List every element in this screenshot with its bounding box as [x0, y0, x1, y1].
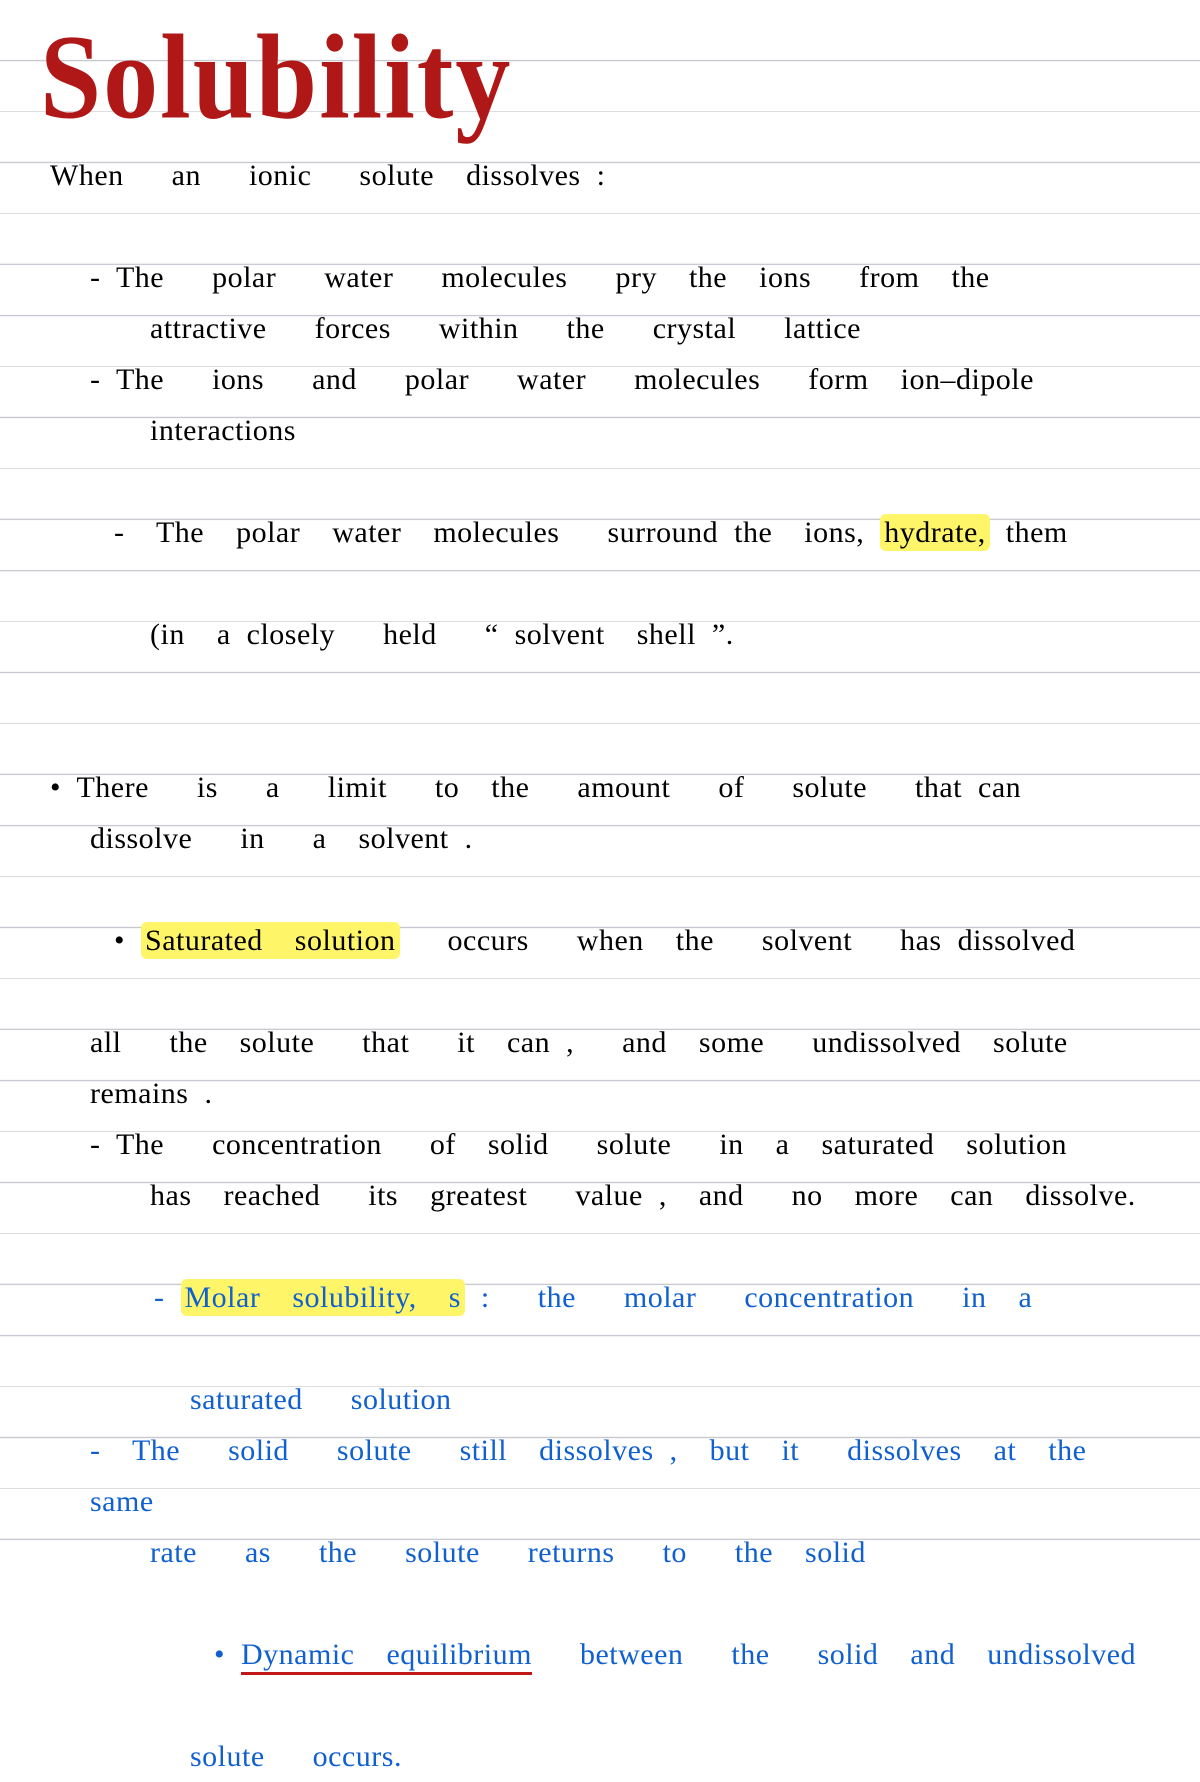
underline-dynamic-equilibrium: Dynamic equilibrium — [241, 1638, 532, 1675]
note-line: dissolve in a solvent . — [40, 813, 1160, 864]
text-fragment: • — [114, 924, 141, 957]
note-line-blue: solute occurs. — [40, 1731, 1160, 1782]
note-line: all the solute that it can , and some un… — [40, 1017, 1160, 1068]
notes-content: Solubility When an ionic solute dissolve… — [0, 0, 1200, 1782]
note-line-blue: - The solid solute still dissolves , but… — [40, 1425, 1160, 1527]
note-line: interactions — [40, 405, 1160, 456]
text-fragment: : the molar concentration in a — [465, 1281, 1032, 1314]
note-line: - The concentration of solid solute in a… — [40, 1119, 1160, 1170]
note-line-blue: - Molar solubility, s : the molar concen… — [40, 1221, 1160, 1374]
note-line: • Saturated solution occurs when the sol… — [40, 864, 1160, 1017]
note-line-blue: • Dynamic equilibrium between the solid … — [40, 1578, 1160, 1731]
note-line: has reached its greatest value , and no … — [40, 1170, 1160, 1221]
intro-line: When an ionic solute dissolves : — [40, 150, 1160, 201]
note-line: • There is a limit to the amount of solu… — [40, 762, 1160, 813]
text-fragment: them — [990, 516, 1068, 549]
note-line-blue: rate as the solute returns to the solid — [40, 1527, 1160, 1578]
highlight-saturated-solution: Saturated solution — [141, 922, 399, 959]
note-line: - The polar water molecules pry the ions… — [40, 252, 1160, 303]
note-line: remains . — [40, 1068, 1160, 1119]
text-fragment: - The polar water molecules surround the… — [114, 516, 880, 549]
note-line: - The ions and polar water molecules for… — [40, 354, 1160, 405]
highlight-molar-solubility: Molar solubility, s — [181, 1279, 465, 1316]
text-fragment: between the solid and undissolved — [532, 1638, 1136, 1671]
note-line-blue: saturated solution — [40, 1374, 1160, 1425]
note-line: (in a closely held “ solvent shell ”. — [40, 609, 1160, 660]
note-line: - The polar water molecules surround the… — [40, 456, 1160, 609]
highlight-hydrate: hydrate, — [880, 514, 989, 551]
text-fragment: - — [154, 1281, 181, 1314]
text-fragment: • — [214, 1638, 241, 1671]
page-title: Solubility — [40, 0, 1160, 138]
text-fragment: occurs when the solvent has dissolved — [400, 924, 1076, 957]
note-line: attractive forces within the crystal lat… — [40, 303, 1160, 354]
